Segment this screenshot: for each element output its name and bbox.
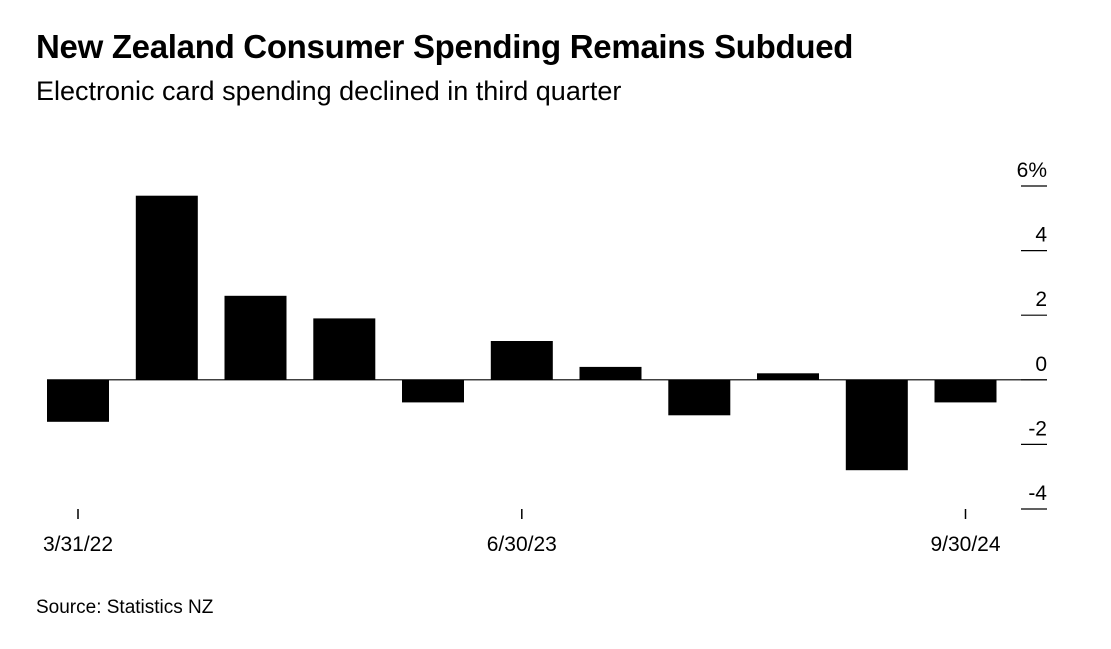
chart-subtitle: Electronic card spending declined in thi… [36, 76, 622, 106]
y-tick-label: 0 [1035, 353, 1047, 376]
source-note: Source: Statistics NZ [36, 597, 214, 618]
y-tick-label: -4 [1028, 482, 1047, 505]
bar-9/30/24 [934, 379, 997, 403]
bars-group [47, 195, 997, 471]
chart-title: New Zealand Consumer Spending Remains Su… [36, 28, 854, 65]
x-axis: 3/31/22 6/30/23 9/30/24 [43, 509, 1001, 556]
y-axis: 6% 4 2 0 -2 -4 [1017, 159, 1047, 510]
bar-3/31/24 [757, 373, 819, 380]
bar-9/30/22 [224, 295, 287, 380]
bar-12/31/22 [313, 318, 376, 380]
x-tick-label: 3/31/22 [43, 533, 113, 556]
y-tick-label: -2 [1028, 417, 1047, 440]
bar-6/30/22 [135, 195, 198, 380]
y-tick-label: 2 [1035, 288, 1047, 311]
y-tick-label: 4 [1035, 224, 1047, 247]
bar-3/31/23 [402, 379, 464, 403]
bar-6/30/24 [845, 379, 908, 471]
bar-12/31/23 [668, 379, 731, 416]
bar-9/30/23 [579, 366, 642, 380]
bar-6/30/23 [490, 341, 553, 380]
bar-3/31/22 [47, 379, 109, 422]
y-tick-label: 6% [1017, 159, 1047, 182]
x-tick-label: 6/30/23 [487, 533, 557, 556]
x-tick-label: 9/30/24 [930, 533, 1000, 556]
